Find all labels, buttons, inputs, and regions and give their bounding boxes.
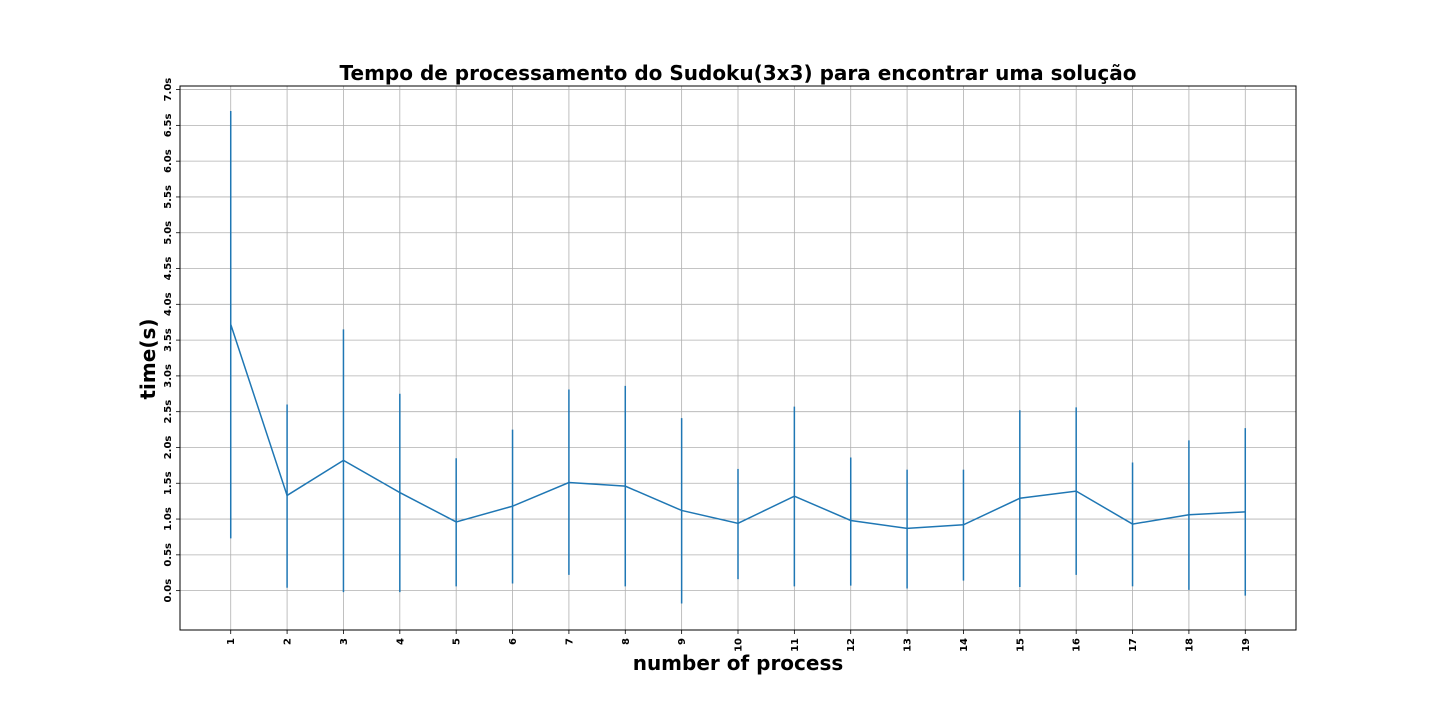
x-tick-label: 7: [564, 638, 575, 645]
chart-title: Tempo de processamento do Sudoku(3x3) pa…: [340, 61, 1137, 85]
y-tick-label: 2.0s: [163, 436, 174, 460]
x-tick-label: 1: [226, 638, 237, 645]
x-tick-label: 9: [677, 638, 688, 645]
x-tick-label: 16: [1072, 638, 1083, 652]
y-tick-label: 3.5s: [163, 328, 174, 352]
y-tick-label: 6.5s: [163, 113, 174, 137]
y-tick-label: 1.5s: [163, 471, 174, 495]
y-tick-label: 0.5s: [163, 543, 174, 567]
x-tick-label: 12: [846, 638, 857, 652]
x-tick-label: 19: [1241, 638, 1252, 652]
y-axis-label: time(s): [136, 318, 160, 399]
y-tick-label: 0.0s: [163, 579, 174, 603]
y-tick-label: 4.0s: [163, 292, 174, 316]
y-tick-label: 2.5s: [163, 400, 174, 424]
x-tick-label: 11: [790, 638, 801, 652]
y-tick-label: 5.0s: [163, 221, 174, 245]
y-tick-label: 3.0s: [163, 364, 174, 388]
x-tick-label: 4: [395, 638, 406, 645]
y-ticks: 0.0s 0.5s 1.0s 1.5s 2.0s 2.5s 3.0s 3.5s 4.0s 4.5s…: [163, 78, 180, 603]
x-tick-label: 6: [508, 638, 519, 645]
x-tick-label: 3: [339, 638, 350, 645]
y-tick-label: 7.0s: [163, 78, 174, 102]
x-axis-label: number of process: [633, 651, 844, 675]
y-tick-label: 4.5s: [163, 257, 174, 281]
y-tick-label: 1.0s: [163, 507, 174, 531]
x-tick-label: 17: [1128, 638, 1139, 652]
x-tick-label: 18: [1184, 638, 1195, 652]
x-ticks: 1 2 3 4 5 6 7 8 9 10 11 12 13 14 15 16 17 18 19: [226, 630, 1252, 652]
x-tick-label: 2: [283, 638, 294, 645]
y-tick-label: 6.0s: [163, 149, 174, 173]
x-tick-label: 10: [734, 638, 745, 652]
x-tick-label: 14: [959, 638, 970, 652]
x-tick-label: 5: [452, 638, 463, 645]
series-line: [230, 324, 1246, 530]
x-tick-label: 13: [903, 638, 914, 652]
x-tick-label: 8: [621, 638, 632, 645]
x-tick-label: 15: [1015, 638, 1026, 652]
y-tick-label: 5.5s: [163, 185, 174, 209]
